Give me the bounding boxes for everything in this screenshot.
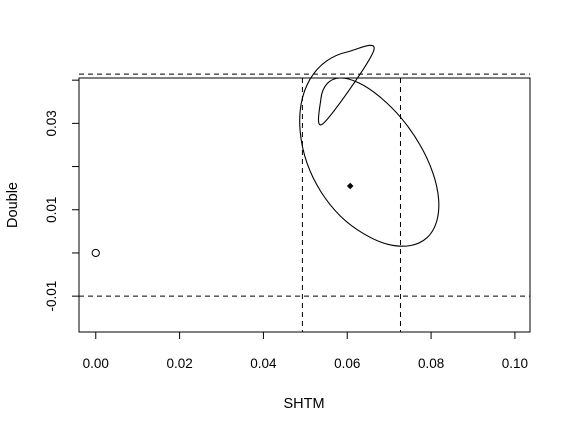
y-tick-label: -0.01 <box>44 281 59 312</box>
x-tick-label: 0.02 <box>166 356 192 371</box>
y-axis-title: Double <box>5 182 21 228</box>
data-point-origin <box>91 248 100 258</box>
x-axis: 0.00 0.02 0.04 0.06 0.08 0.10 <box>83 331 528 371</box>
x-tick-label: 0.06 <box>334 356 360 371</box>
x-tick-label: 0.00 <box>83 356 109 371</box>
data-point-estimate <box>346 182 354 190</box>
x-axis-title: SHTM <box>283 396 324 412</box>
x-tick-label: 0.10 <box>502 356 528 371</box>
y-axis: -0.01 0.01 0.03 <box>44 79 80 312</box>
y-tick-label: 0.03 <box>44 110 59 136</box>
y-tick-label: 0.01 <box>44 197 59 223</box>
x-tick-label: 0.08 <box>418 356 444 371</box>
x-tick-label: 0.04 <box>250 356 277 371</box>
